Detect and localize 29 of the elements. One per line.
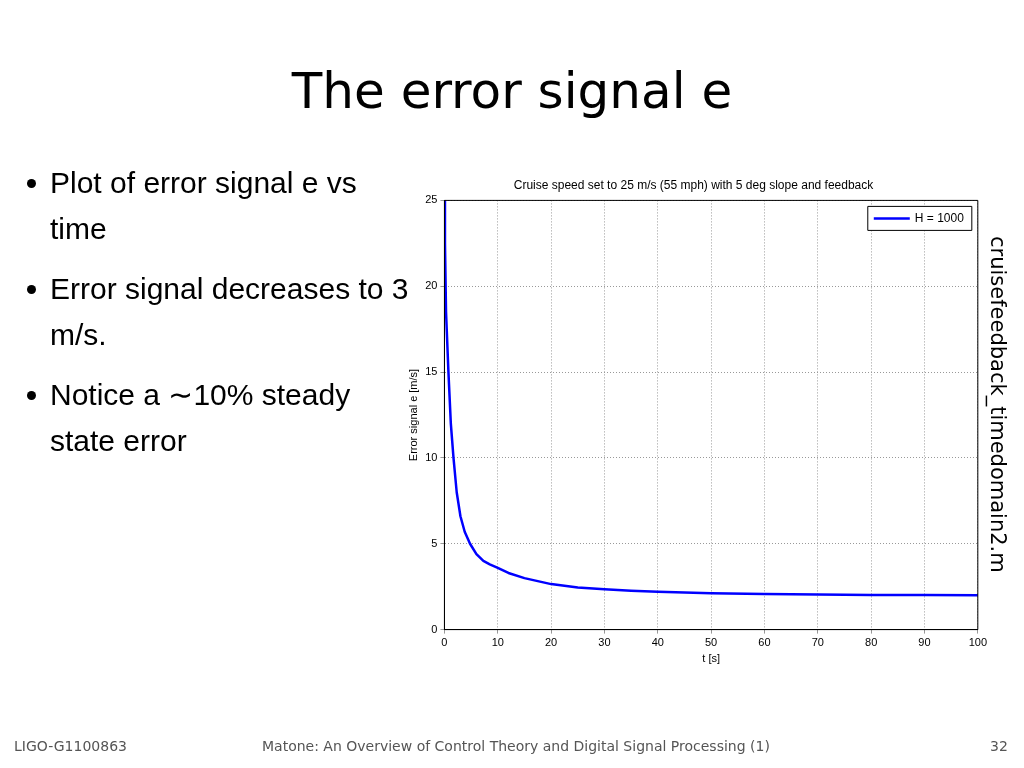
x-tick-label: 0 xyxy=(441,636,448,649)
text: The error signal e xyxy=(290,62,734,120)
x-axis-title: t [s] xyxy=(702,652,720,665)
legend-label: H = 1000 xyxy=(914,210,965,225)
y-axis-title: Error signal e [m/s] xyxy=(406,368,419,462)
y-tick-label: 0 xyxy=(431,622,438,635)
text: Matone: An Overview of Control Theory and Digital Signal Processing (1) xyxy=(262,738,770,754)
y-tick-label: 25 xyxy=(425,193,438,206)
y-tick-label: 5 xyxy=(431,536,438,549)
x-tick-label: 70 xyxy=(811,636,824,649)
x-tick-label: 30 xyxy=(598,636,611,649)
text: cruisefeedback_timedomain2.m xyxy=(986,236,1010,573)
text: Error signal decreases to 3 m/s. xyxy=(50,271,410,353)
y-tick-label: 20 xyxy=(425,279,438,292)
x-tick-label: 10 xyxy=(491,636,504,649)
chart-title: Cruise speed set to 25 m/s (55 mph) with 5 deg slope and feedback xyxy=(513,177,875,192)
text: LIGO-G1100863 xyxy=(14,738,127,754)
text: Notice a ∼10% steady state error xyxy=(50,378,351,457)
x-tick-label: 100 xyxy=(968,636,987,649)
x-tick-label: 20 xyxy=(544,636,558,649)
text: 32 xyxy=(990,738,1008,754)
y-tick-label: 15 xyxy=(425,365,438,378)
x-tick-label: 40 xyxy=(651,636,664,649)
text: Plot of error signal e vs time xyxy=(50,165,358,247)
x-tick-label: 80 xyxy=(865,636,878,649)
x-tick-label: 90 xyxy=(918,636,931,649)
x-tick-label: 50 xyxy=(705,636,718,649)
y-tick-label: 10 xyxy=(425,450,438,463)
x-tick-label: 60 xyxy=(758,636,771,649)
